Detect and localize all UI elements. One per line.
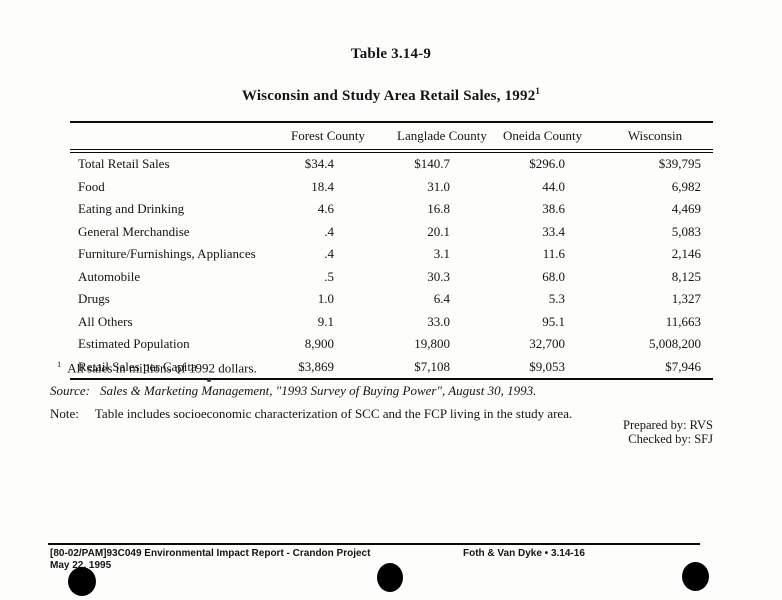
cell-langlade-county: 33.0	[427, 313, 450, 329]
cell-wisconsin: 11,663	[665, 313, 701, 329]
punch-hole-dot-left	[68, 567, 96, 596]
table-footnote: 1 All sales in millions of 1992 dollars.	[57, 359, 257, 376]
source-text: Sales & Marketing Management, "1993 Surv…	[99, 383, 537, 398]
cell-forest-county: .5	[324, 268, 334, 284]
footer-date: May 22, 1995	[50, 559, 112, 571]
column-header-spacer	[70, 121, 290, 153]
row-label: Estimated Population	[78, 336, 190, 352]
source-line: Source: Sales & Marketing Management, "19…	[50, 383, 536, 399]
column-header-wisconsin: Wisconsin	[608, 121, 713, 153]
table-title-text: Wisconsin and Study Area Retail Sales, 1…	[241, 88, 536, 104]
table-row: Furniture/Furnishings, Appliances .4 3.1…	[70, 243, 713, 266]
table-number: Table 3.14-9	[350, 46, 432, 62]
footer-rule	[48, 543, 700, 545]
cell-oneida-county: 95.1	[542, 313, 565, 329]
cell-wisconsin: 5,083	[671, 223, 701, 239]
cell-oneida-county: 32,700	[529, 336, 565, 352]
source-label: Source:	[50, 383, 90, 398]
title-footnote-marker: 1	[535, 86, 541, 96]
table-row: General Merchandise .4 20.1 33.4 5,083	[70, 221, 713, 244]
row-label: Retail Sales per Capita	[70, 355, 290, 380]
footer-page-ref: Foth & Van Dyke • 3.14-16	[463, 548, 585, 559]
cell-oneida-county: 38.6	[542, 201, 565, 217]
row-label: All Others	[78, 313, 133, 329]
cell-langlade-county: $140.7	[414, 156, 450, 172]
punch-hole-dot-center	[377, 563, 403, 592]
table-row: Food 18.4 31.0 44.0 6,982	[70, 176, 713, 199]
cell-wisconsin: 1,327	[671, 291, 701, 307]
table-row: Automobile .5 30.3 68.0 8,125	[70, 266, 713, 289]
cell-forest-county: $3,869	[290, 355, 396, 380]
prepared-by: Prepared by: RVS	[623, 418, 713, 432]
cell-langlade-county: $7,108	[396, 355, 502, 380]
scan-speck	[207, 379, 211, 382]
row-label: Automobile	[78, 268, 141, 284]
footer-doc-code: [80-02/PAM]93C049 Environmental Impact R…	[50, 548, 371, 559]
row-label: General Merchandise	[78, 223, 190, 239]
column-header-oneida-county: Oneida County	[502, 121, 608, 153]
cell-wisconsin: 8,125	[671, 268, 701, 284]
checked-by: Checked by: SFJ	[628, 432, 713, 446]
table-row: Retail Sales per Capita $3,869 $7,108 $9…	[70, 355, 713, 380]
row-label: Eating and Drinking	[78, 201, 185, 217]
table-row: Estimated Population 8,900 19,800 32,700…	[70, 333, 713, 356]
footnote-marker: 1	[57, 359, 62, 369]
cell-forest-county: 18.4	[311, 178, 334, 194]
cell-wisconsin: $39,795	[658, 156, 701, 172]
retail-sales-table: Forest County Langlade County Oneida Cou…	[70, 121, 713, 380]
cell-oneida-county: $9,053	[502, 355, 608, 380]
cell-langlade-county: 31.0	[427, 178, 450, 194]
table-body: Total Retail Sales $34.4 $140.7 $296.0 $…	[70, 151, 713, 380]
footer-left: [80-02/PAM]93C049 Environmental Impact R…	[50, 548, 370, 571]
cell-langlade-county: 19,800	[414, 336, 450, 352]
cell-langlade-county: 16.8	[427, 201, 450, 217]
note-line: Note: Table includes socioeconomic charac…	[50, 406, 572, 422]
cell-forest-county: $34.4	[304, 156, 334, 172]
table-title: Wisconsin and Study Area Retail Sales, 1…	[0, 86, 782, 105]
table-row: Total Retail Sales $34.4 $140.7 $296.0 $…	[70, 151, 713, 176]
cell-oneida-county: 44.0	[542, 178, 565, 194]
row-label: Total Retail Sales	[78, 156, 170, 172]
cell-forest-county: 4.6	[317, 201, 334, 217]
cell-wisconsin: $7,946	[608, 355, 713, 380]
cell-oneida-county: 68.0	[542, 268, 565, 284]
cell-wisconsin: 2,146	[671, 246, 701, 262]
cell-forest-county: 1.0	[317, 291, 334, 307]
table-row: Eating and Drinking 4.6 16.8 38.6 4,469	[70, 198, 713, 221]
row-label: Drugs	[78, 291, 110, 307]
cell-langlade-county: 3.1	[433, 246, 450, 262]
cell-oneida-county: $296.0	[529, 156, 565, 172]
cell-oneida-county: 5.3	[548, 291, 565, 307]
punch-hole-dot-right	[682, 562, 709, 591]
table-header-row: Forest County Langlade County Oneida Cou…	[70, 121, 713, 153]
table-row: All Others 9.1 33.0 95.1 11,663	[70, 311, 713, 334]
prepared-checked-block: Prepared by: RVS Checked by: SFJ	[623, 418, 713, 446]
cell-wisconsin: 4,469	[671, 201, 701, 217]
cell-oneida-county: 11.6	[542, 246, 565, 262]
cell-langlade-county: 6.4	[433, 291, 450, 307]
cell-forest-county: .4	[324, 246, 334, 262]
cell-oneida-county: 33.4	[542, 223, 565, 239]
row-label: Furniture/Furnishings, Appliances	[78, 246, 256, 262]
cell-wisconsin: 6,982	[671, 178, 701, 194]
cell-wisconsin: 5,008,200	[649, 336, 701, 352]
cell-forest-county: 8,900	[304, 336, 334, 352]
cell-forest-county: 9.1	[317, 313, 334, 329]
cell-langlade-county: 20.1	[427, 223, 450, 239]
footnote-text: All sales in millions of 1992 dollars.	[67, 360, 257, 376]
cell-langlade-county: 30.3	[427, 268, 450, 284]
title-block: Table 3.14-9 Wisconsin and Study Area Re…	[0, 46, 782, 105]
column-header-langlade-county: Langlade County	[396, 121, 502, 153]
cell-forest-county: .4	[324, 223, 334, 239]
note-label: Note:	[50, 406, 79, 421]
note-text: Table includes socioeconomic characteriz…	[94, 406, 573, 421]
row-label: Food	[78, 178, 105, 194]
table-row: Drugs 1.0 6.4 5.3 1,327	[70, 288, 713, 311]
column-header-forest-county: Forest County	[290, 121, 396, 153]
